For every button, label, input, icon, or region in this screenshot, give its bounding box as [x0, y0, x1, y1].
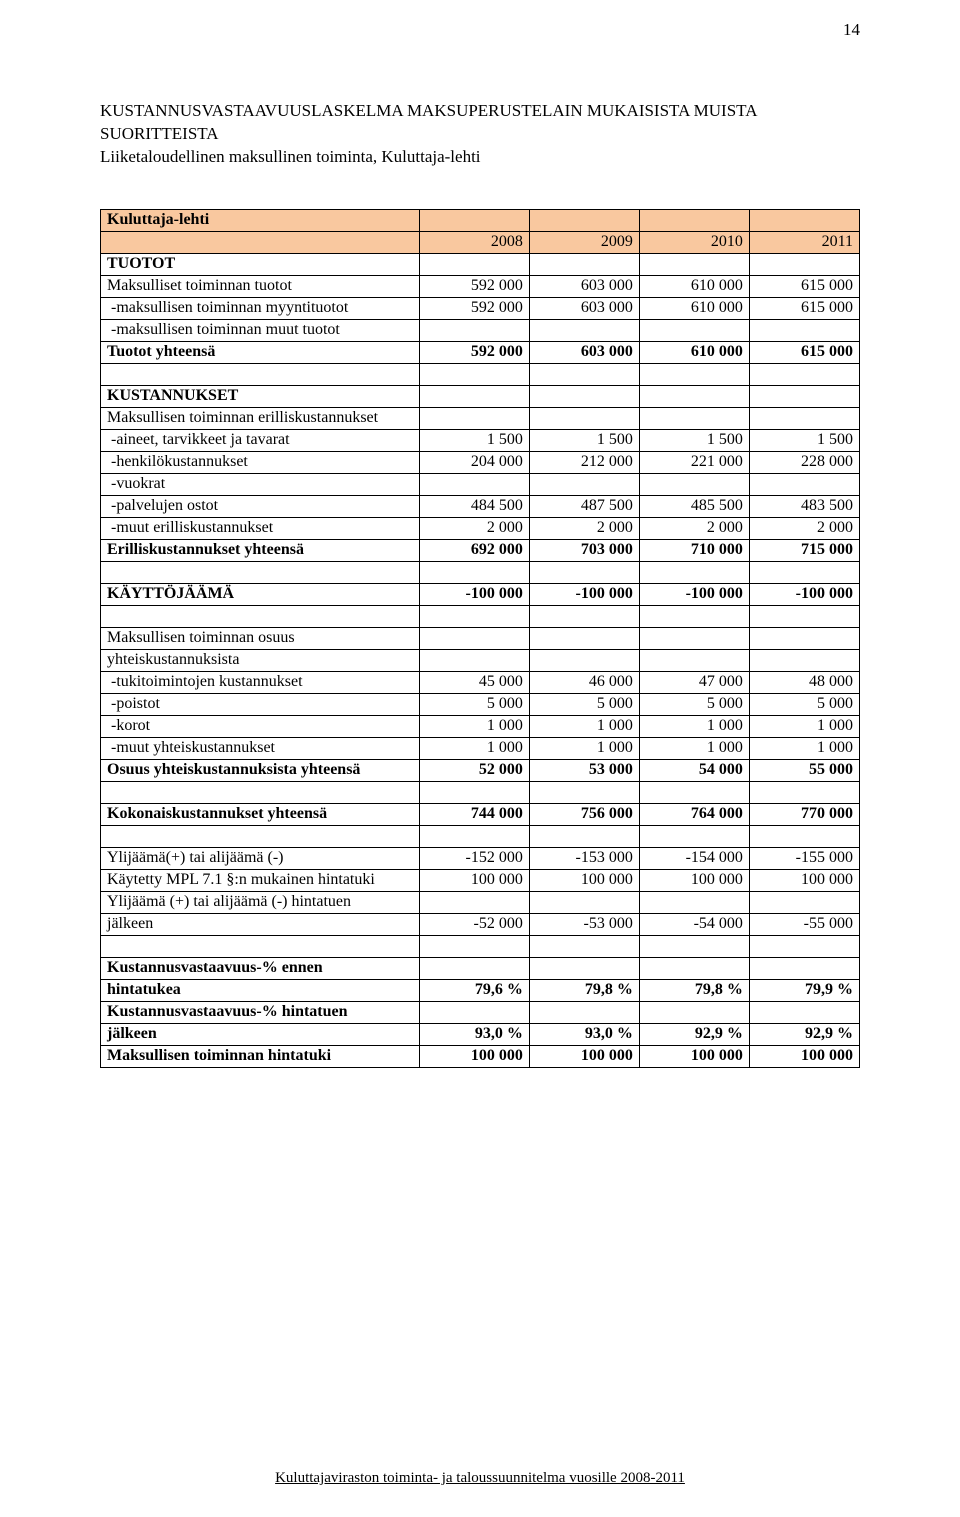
- table-row: hintatukea 79,6 % 79,8 % 79,8 % 79,9 %: [101, 979, 860, 1001]
- erillis-total-row: Erilliskustannukset yhteensä 692 000 703…: [101, 539, 860, 561]
- year-row: 2008 2009 2010 2011: [101, 231, 860, 253]
- table-row: -maksullisen toiminnan muut tuotot: [101, 319, 860, 341]
- table-row: -muut yhteiskustannukset 1 000 1 000 1 0…: [101, 737, 860, 759]
- spacer-row: [101, 935, 860, 957]
- financials-table: Kuluttaja-lehti 2008 2009 2010 2011 TUOT…: [100, 209, 860, 1068]
- col-year-2: 2009: [529, 231, 639, 253]
- table-row: Käytetty MPL 7.1 §:n mukainen hintatuki …: [101, 869, 860, 891]
- table-title-row: Kuluttaja-lehti: [101, 209, 860, 231]
- table-row: Maksullisen toiminnan erilliskustannukse…: [101, 407, 860, 429]
- col-year-3: 2010: [639, 231, 749, 253]
- table-row: jälkeen -52 000 -53 000 -54 000 -55 000: [101, 913, 860, 935]
- table-row: -aineet, tarvikkeet ja tavarat 1 500 1 5…: [101, 429, 860, 451]
- table-row: yhteiskustannuksista: [101, 649, 860, 671]
- table-row: Kustannusvastaavuus-% ennen: [101, 957, 860, 979]
- table-row: Kustannusvastaavuus-% hintatuen: [101, 1001, 860, 1023]
- page: 14 KUSTANNUSVASTAAVUUSLASKELMA MAKSUPERU…: [0, 0, 960, 1517]
- table-row: Maksullisen toiminnan osuus: [101, 627, 860, 649]
- document-heading: KUSTANNUSVASTAAVUUSLASKELMA MAKSUPERUSTE…: [100, 100, 860, 169]
- heading-line-1: KUSTANNUSVASTAAVUUSLASKELMA MAKSUPERUSTE…: [100, 101, 757, 143]
- col-year-1: 2008: [419, 231, 529, 253]
- page-number: 14: [843, 20, 860, 40]
- table-row: -muut erilliskustannukset 2 000 2 000 2 …: [101, 517, 860, 539]
- spacer-row: [101, 363, 860, 385]
- table-row: -poistot 5 000 5 000 5 000 5 000: [101, 693, 860, 715]
- spacer-row: [101, 825, 860, 847]
- kustannukset-header-row: KUSTANNUKSET: [101, 385, 860, 407]
- table-row: jälkeen 93,0 % 93,0 % 92,9 % 92,9 %: [101, 1023, 860, 1045]
- spacer-row: [101, 605, 860, 627]
- table-row: Ylijäämä(+) tai alijäämä (-) -152 000 -1…: [101, 847, 860, 869]
- table-row: -henkilökustannukset 204 000 212 000 221…: [101, 451, 860, 473]
- osuus-total-row: Osuus yhteiskustannuksista yhteensä 52 0…: [101, 759, 860, 781]
- col-year-4: 2011: [749, 231, 859, 253]
- table-row: Maksulliset toiminnan tuotot 592 000 603…: [101, 275, 860, 297]
- kokonais-total-row: Kokonaiskustannukset yhteensä 744 000 75…: [101, 803, 860, 825]
- tuotot-header-row: TUOTOT: [101, 253, 860, 275]
- table-row: -tukitoimintojen kustannukset 45 000 46 …: [101, 671, 860, 693]
- page-footer: Kuluttajaviraston toiminta- ja taloussuu…: [0, 1470, 960, 1487]
- kayttojaama-row: KÄYTTÖJÄÄMÄ -100 000 -100 000 -100 000 -…: [101, 583, 860, 605]
- table-title: Kuluttaja-lehti: [101, 209, 420, 231]
- table-row: -maksullisen toiminnan myyntituotot 592 …: [101, 297, 860, 319]
- heading-line-2: Liiketaloudellinen maksullinen toiminta,…: [100, 147, 481, 166]
- table-row: -palvelujen ostot 484 500 487 500 485 50…: [101, 495, 860, 517]
- spacer-row: [101, 781, 860, 803]
- hintatuki-row: Maksullisen toiminnan hintatuki 100 000 …: [101, 1045, 860, 1067]
- table-row: Ylijäämä (+) tai alijäämä (-) hintatuen: [101, 891, 860, 913]
- spacer-row: [101, 561, 860, 583]
- table-row: -korot 1 000 1 000 1 000 1 000: [101, 715, 860, 737]
- tuotot-total-row: Tuotot yhteensä 592 000 603 000 610 000 …: [101, 341, 860, 363]
- table-row: -vuokrat: [101, 473, 860, 495]
